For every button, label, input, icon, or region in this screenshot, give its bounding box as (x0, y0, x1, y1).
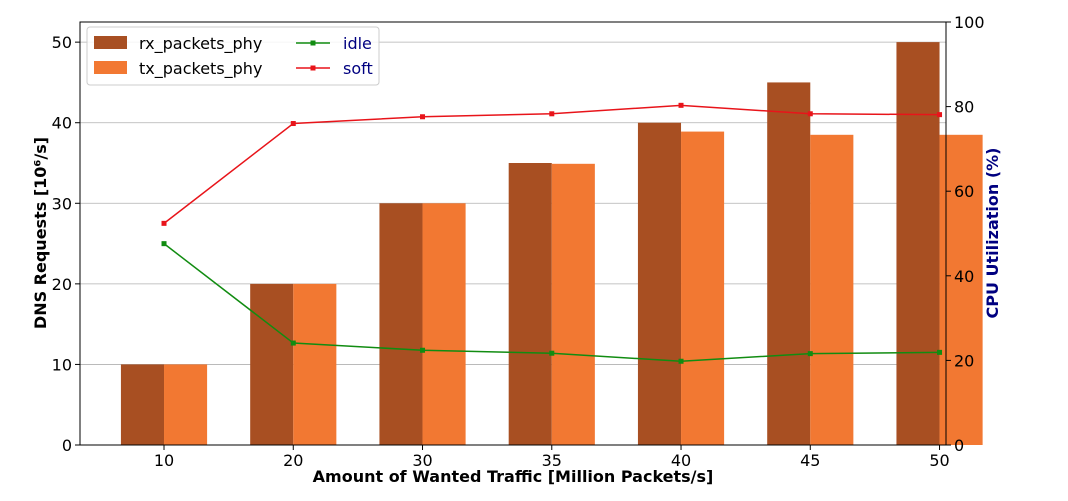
y-tick-label: 20 (52, 275, 72, 294)
point-idle-35 (549, 350, 555, 356)
bar-tx_packets_phy-50 (939, 134, 983, 446)
bar-tx_packets_phy-10 (164, 364, 208, 445)
bar-tx_packets_phy-30 (422, 203, 466, 445)
plot-frame (79, 21, 947, 446)
y-tick-label: 50 (52, 33, 72, 52)
point-soft-40 (678, 102, 684, 108)
bar-rx_packets_phy-35 (508, 163, 552, 445)
legend-label-tx_packets_phy: tx_packets_phy (139, 59, 262, 79)
point-idle-20 (290, 340, 296, 346)
point-idle-30 (420, 347, 426, 353)
x-tick-label: 30 (412, 451, 432, 470)
legend-box (86, 26, 380, 86)
legend-label-soft: soft (343, 59, 373, 78)
y-axis-title: DNS Requests [10⁶/s] (31, 137, 50, 329)
lines (161, 102, 943, 364)
point-idle-45 (807, 351, 813, 357)
bar-rx_packets_phy-10 (120, 364, 165, 445)
legend: rx_packets_phy tx_packets_phy idle soft (86, 26, 380, 86)
y-axis-right-title: CPU Utilization (%) (983, 148, 1002, 319)
y-right-tick-label: 80 (954, 98, 974, 117)
y-tick-label: 40 (52, 114, 72, 133)
y-right-tick-label: 20 (954, 351, 974, 370)
bar-tx_packets_phy-45 (810, 134, 854, 446)
y-tick-label: 10 (52, 355, 72, 374)
right-axis: 0 20 40 60 80 100 (946, 13, 985, 455)
x-tick-label: 45 (800, 451, 820, 470)
x-tick-label: 20 (283, 451, 303, 470)
point-soft-20 (290, 121, 296, 127)
point-soft-45 (807, 111, 813, 117)
bar-tx_packets_phy-35 (551, 163, 595, 445)
point-soft-35 (549, 111, 555, 117)
x-tick-label: 35 (542, 451, 562, 470)
y-tick-label: 0 (62, 436, 72, 455)
legend-swatch-tx_packets_phy (94, 61, 127, 74)
point-soft-10 (161, 220, 167, 226)
y-right-tick-label: 100 (954, 13, 985, 32)
x-axis-title: Amount of Wanted Traffic [Million Packet… (313, 467, 714, 486)
bar-rx_packets_phy-45 (767, 82, 811, 445)
legend-marker-idle (310, 40, 316, 46)
legend-label-idle: idle (343, 34, 372, 53)
left-axis: 0 10 20 30 40 50 (52, 33, 80, 455)
point-idle-40 (678, 358, 684, 364)
y-tick-label: 30 (52, 194, 72, 213)
x-tick-label: 50 (929, 451, 949, 470)
bar-rx_packets_phy-40 (637, 122, 682, 445)
bar-rx_packets_phy-50 (896, 42, 940, 446)
x-axis: 10 20 30 35 40 45 50 (154, 445, 950, 470)
point-soft-30 (420, 114, 426, 120)
y-right-tick-label: 40 (954, 267, 974, 286)
legend-marker-soft (310, 65, 316, 71)
bar-rx_packets_phy-30 (379, 203, 423, 445)
point-soft-50 (937, 112, 943, 118)
point-idle-50 (937, 349, 943, 355)
legend-label-rx_packets_phy: rx_packets_phy (139, 34, 262, 54)
point-idle-10 (161, 241, 167, 247)
x-tick-label: 40 (671, 451, 691, 470)
bars (120, 42, 983, 446)
y-right-tick-label: 60 (954, 182, 974, 201)
legend-swatch-rx_packets_phy (94, 36, 127, 49)
bar-rx_packets_phy-20 (250, 283, 294, 445)
bar-tx_packets_phy-40 (681, 131, 725, 445)
x-tick-label: 10 (154, 451, 174, 470)
y-right-tick-label: 0 (954, 436, 964, 455)
bar-tx_packets_phy-20 (293, 283, 337, 445)
